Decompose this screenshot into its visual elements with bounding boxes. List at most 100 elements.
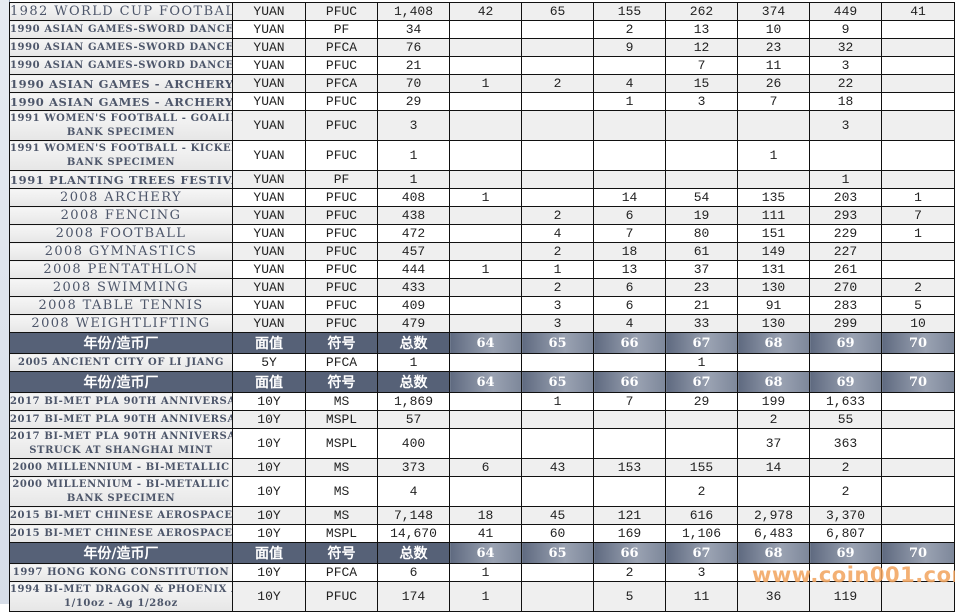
face-value-cell[interactable]: YUAN <box>232 92 306 111</box>
year-count-cell[interactable] <box>809 353 882 372</box>
year-count-cell[interactable]: 41 <box>449 524 522 543</box>
total-cell[interactable]: 14,670 <box>377 524 450 543</box>
year-count-cell[interactable] <box>521 38 594 57</box>
coin-name-cell[interactable]: 2008 FOOTBALL <box>9 224 233 243</box>
total-cell[interactable]: 29 <box>377 92 450 111</box>
total-cell[interactable]: 21 <box>377 56 450 75</box>
year-count-cell[interactable] <box>449 476 522 507</box>
year-count-cell[interactable]: 2 <box>809 476 882 507</box>
symbol-cell[interactable]: PFUC <box>305 92 378 111</box>
year-count-cell[interactable]: 2,978 <box>737 506 810 525</box>
symbol-cell[interactable]: PFUC <box>305 278 378 297</box>
year-count-cell[interactable] <box>809 563 882 582</box>
symbol-cell[interactable]: PFUC <box>305 314 378 333</box>
total-cell[interactable]: 57 <box>377 410 450 429</box>
header-year[interactable]: 69 <box>809 371 882 393</box>
year-count-cell[interactable] <box>593 56 666 75</box>
year-count-cell[interactable] <box>449 170 522 189</box>
coin-name-cell[interactable]: 1990 ASIAN GAMES-SWORD DANCER <box>9 56 233 75</box>
year-count-cell[interactable]: 7 <box>665 56 738 75</box>
year-count-cell[interactable] <box>449 110 522 141</box>
face-value-cell[interactable]: YUAN <box>232 296 306 315</box>
coin-name-cell[interactable]: 2017 BI-MET PLA 90TH ANNIVERSARY <box>9 392 233 411</box>
header-year[interactable]: 69 <box>809 542 882 564</box>
year-count-cell[interactable]: 21 <box>665 296 738 315</box>
total-cell[interactable]: 400 <box>377 428 450 459</box>
year-count-cell[interactable] <box>881 458 955 477</box>
header-symbol[interactable]: 符号 <box>305 542 378 564</box>
year-count-cell[interactable] <box>449 56 522 75</box>
coin-name-cell[interactable]: 2017 BI-MET PLA 90TH ANNIVERSARY STRUCK A… <box>9 428 233 459</box>
year-count-cell[interactable]: 11 <box>737 56 810 75</box>
year-count-cell[interactable] <box>881 506 955 525</box>
symbol-cell[interactable]: PFUC <box>305 260 378 279</box>
total-cell[interactable]: 6 <box>377 563 450 582</box>
year-count-cell[interactable] <box>521 140 594 171</box>
year-count-cell[interactable] <box>881 428 955 459</box>
year-count-cell[interactable] <box>449 92 522 111</box>
year-count-cell[interactable]: 43 <box>521 458 594 477</box>
coin-name-cell[interactable]: 2008 SWIMMING <box>9 278 233 297</box>
year-count-cell[interactable] <box>521 410 594 429</box>
year-count-cell[interactable]: 3 <box>521 314 594 333</box>
face-value-cell[interactable]: YUAN <box>232 242 306 261</box>
year-count-cell[interactable]: 449 <box>809 2 882 21</box>
header-face[interactable]: 面值 <box>232 371 306 393</box>
symbol-cell[interactable]: MS <box>305 506 378 525</box>
year-count-cell[interactable] <box>521 428 594 459</box>
year-count-cell[interactable]: 9 <box>809 20 882 39</box>
header-year[interactable]: 65 <box>521 542 594 564</box>
total-cell[interactable]: 433 <box>377 278 450 297</box>
total-cell[interactable]: 70 <box>377 74 450 93</box>
header-face[interactable]: 面值 <box>232 332 306 354</box>
face-value-cell[interactable]: 10Y <box>232 392 306 411</box>
face-value-cell[interactable]: YUAN <box>232 140 306 171</box>
year-count-cell[interactable]: 374 <box>737 2 810 21</box>
total-cell[interactable]: 1,408 <box>377 2 450 21</box>
header-year[interactable]: 67 <box>665 371 738 393</box>
coin-name-cell[interactable]: 1990 ASIAN GAMES-SWORD DANCER <box>9 20 233 39</box>
year-count-cell[interactable] <box>593 428 666 459</box>
year-count-cell[interactable] <box>881 476 955 507</box>
year-count-cell[interactable] <box>665 428 738 459</box>
year-count-cell[interactable]: 1 <box>809 170 882 189</box>
year-count-cell[interactable]: 14 <box>737 458 810 477</box>
year-count-cell[interactable]: 18 <box>593 242 666 261</box>
year-count-cell[interactable]: 155 <box>593 2 666 21</box>
year-count-cell[interactable] <box>449 353 522 372</box>
year-count-cell[interactable]: 363 <box>809 428 882 459</box>
year-count-cell[interactable] <box>449 224 522 243</box>
year-count-cell[interactable]: 1 <box>521 260 594 279</box>
symbol-cell[interactable]: MS <box>305 392 378 411</box>
year-count-cell[interactable] <box>809 140 882 171</box>
year-count-cell[interactable]: 6 <box>449 458 522 477</box>
header-year[interactable]: 68 <box>737 542 810 564</box>
year-count-cell[interactable]: 22 <box>809 74 882 93</box>
total-cell[interactable]: 438 <box>377 206 450 225</box>
year-count-cell[interactable]: 149 <box>737 242 810 261</box>
symbol-cell[interactable]: PF <box>305 20 378 39</box>
year-count-cell[interactable]: 2 <box>809 458 882 477</box>
total-cell[interactable]: 1 <box>377 140 450 171</box>
year-count-cell[interactable]: 293 <box>809 206 882 225</box>
year-count-cell[interactable] <box>449 206 522 225</box>
year-count-cell[interactable]: 45 <box>521 506 594 525</box>
year-count-cell[interactable]: 1 <box>449 74 522 93</box>
year-count-cell[interactable] <box>593 170 666 189</box>
year-count-cell[interactable] <box>521 56 594 75</box>
year-count-cell[interactable]: 155 <box>665 458 738 477</box>
year-count-cell[interactable] <box>665 110 738 141</box>
total-cell[interactable]: 373 <box>377 458 450 477</box>
year-count-cell[interactable] <box>881 20 955 39</box>
year-count-cell[interactable] <box>881 524 955 543</box>
total-cell[interactable]: 409 <box>377 296 450 315</box>
year-count-cell[interactable]: 13 <box>665 20 738 39</box>
year-count-cell[interactable]: 23 <box>737 38 810 57</box>
symbol-cell[interactable]: PFUC <box>305 188 378 207</box>
year-count-cell[interactable] <box>449 296 522 315</box>
year-count-cell[interactable]: 2 <box>521 74 594 93</box>
coin-name-cell[interactable]: 2005 ANCIENT CITY OF LI JIANG <box>9 353 233 372</box>
year-count-cell[interactable] <box>737 563 810 582</box>
year-count-cell[interactable] <box>737 476 810 507</box>
symbol-cell[interactable]: MS <box>305 458 378 477</box>
